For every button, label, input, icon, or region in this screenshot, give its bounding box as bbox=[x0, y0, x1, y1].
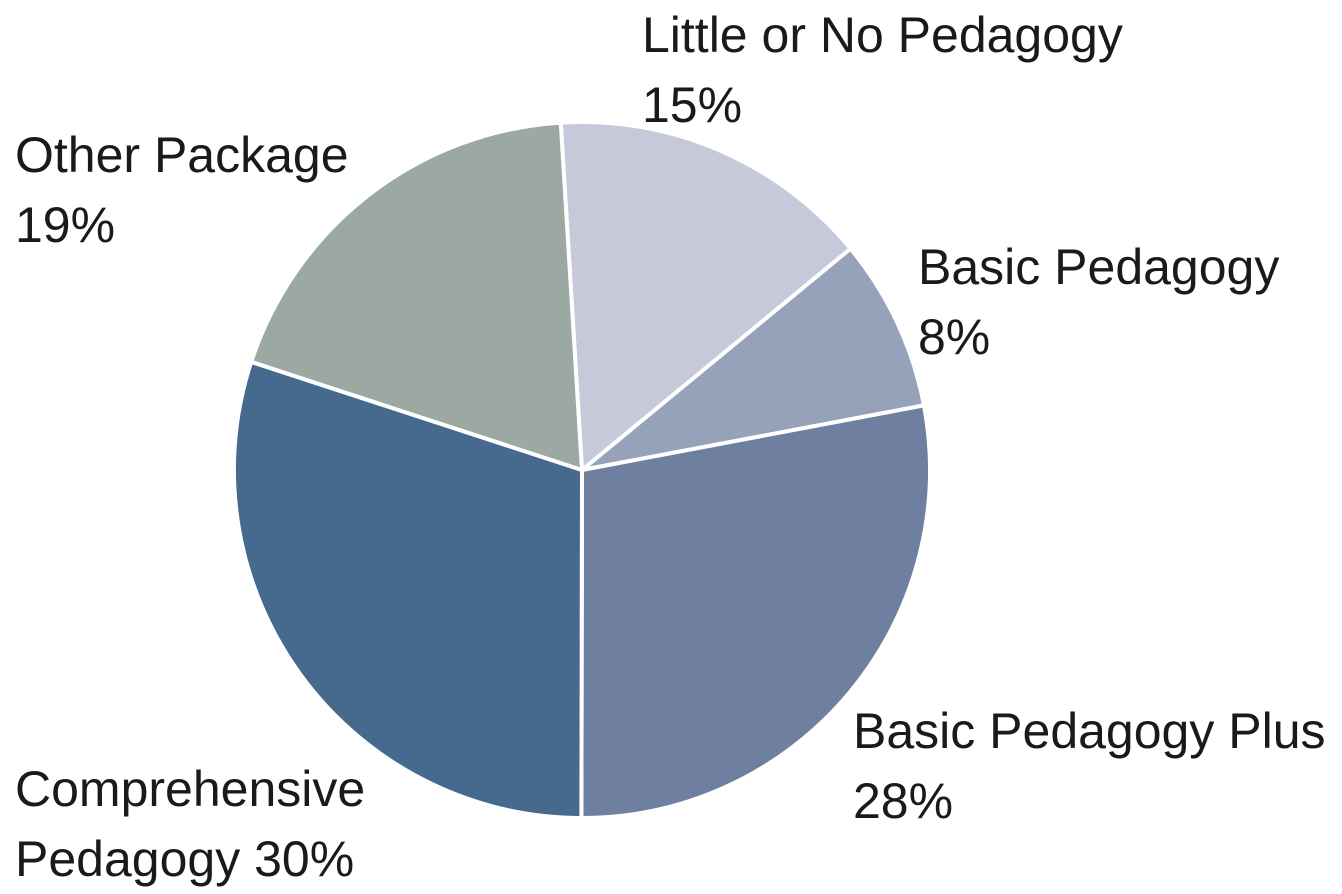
label-basic-pedagogy-plus-value: 28% bbox=[853, 773, 954, 829]
label-basic-pedagogy-name: Basic Pedagogy bbox=[918, 239, 1280, 295]
pie-slice-basic-pedagogy-plus bbox=[579, 403, 932, 821]
pie-slice-basic-pedagogy bbox=[580, 246, 926, 472]
label-other-package-name: Other Package bbox=[15, 127, 349, 183]
pie-slice-comprehensive-pedagogy bbox=[232, 359, 584, 820]
label-comprehensive-pedagogy: Comprehensive Pedagogy 30% bbox=[15, 754, 365, 894]
label-basic-pedagogy-plus-name: Basic Pedagogy Plus bbox=[853, 703, 1326, 759]
label-other-package: Other Package 19% bbox=[15, 120, 349, 260]
label-little-or-no-pedagogy: Little or No Pedagogy 15% bbox=[642, 0, 1123, 140]
label-basic-pedagogy-value: 8% bbox=[918, 309, 991, 365]
label-basic-pedagogy-plus: Basic Pedagogy Plus 28% bbox=[853, 696, 1326, 836]
label-basic-pedagogy: Basic Pedagogy 8% bbox=[918, 232, 1279, 372]
label-other-package-value: 19% bbox=[15, 197, 116, 253]
pie-slice-other-package bbox=[249, 120, 584, 472]
label-little-or-no-pedagogy-name: Little or No Pedagogy bbox=[642, 7, 1123, 63]
label-little-or-no-pedagogy-value: 15% bbox=[642, 77, 743, 133]
label-comprehensive-pedagogy-value: Pedagogy 30% bbox=[15, 831, 355, 887]
pie-slice-little-or-no-pedagogy bbox=[558, 120, 853, 472]
label-comprehensive-pedagogy-name: Comprehensive bbox=[15, 761, 366, 817]
